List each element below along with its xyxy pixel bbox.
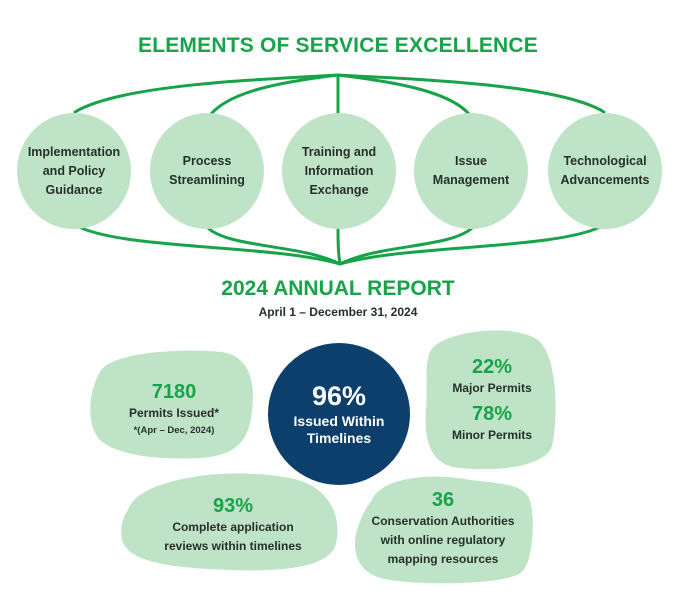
element-technological-circle: Technological Advancements — [548, 113, 662, 229]
reviews-blob — [121, 473, 338, 571]
major-stat: 22% Major Permits — [428, 355, 556, 398]
permits-split-blob — [425, 330, 556, 470]
element-label: Implementation and Policy Guidance — [27, 144, 121, 197]
conservation-value: 36 — [431, 489, 455, 511]
major-value: 22% — [471, 356, 513, 378]
element-label: Technological Advancements — [560, 154, 650, 187]
timelines-label: Issued Within Timelines — [293, 413, 385, 446]
conservation-label: Conservation Authorities with online reg… — [371, 514, 515, 566]
element-implementation-circle: Implementation and Policy Guidance — [17, 113, 131, 229]
report-title: 2024 ANNUAL REPORT — [221, 277, 455, 300]
minor-label: Minor Permits — [451, 428, 532, 442]
element-label: Process Streamlining — [169, 154, 245, 187]
reviews-value: 93% — [212, 495, 254, 517]
permits-label: Permits Issued* — [128, 406, 220, 420]
conservation-stat: 36 Conservation Authorities with online … — [352, 488, 534, 569]
minor-stat: 78% Minor Permits — [428, 402, 556, 445]
timelines-circle: 96% Issued Within Timelines — [268, 343, 410, 485]
minor-value: 78% — [471, 403, 513, 425]
page-title: ELEMENTS OF SERVICE EXCELLENCE — [137, 34, 538, 57]
element-label: Training and Information Exchange — [301, 144, 377, 197]
permits-blob — [90, 350, 253, 459]
reviews-stat: 93% Complete application reviews within … — [130, 494, 336, 556]
conservation-blob — [355, 476, 533, 584]
report-dates: April 1 – December 31, 2024 — [258, 305, 418, 319]
major-label: Major Permits — [452, 381, 532, 395]
permits-stat: 7180 Permits Issued* *(Apr – Dec, 2024) — [92, 380, 256, 436]
element-process-circle: Process Streamlining — [150, 113, 264, 229]
timelines-value: 96% — [311, 381, 367, 411]
permits-value: 7180 — [151, 381, 197, 403]
element-label: Issue Management — [432, 154, 510, 187]
element-training-circle: Training and Information Exchange — [282, 113, 396, 229]
element-issue-circle: Issue Management — [414, 113, 528, 229]
reviews-label: Complete application reviews within time… — [164, 520, 302, 553]
permits-note: *(Apr – Dec, 2024) — [133, 425, 215, 436]
